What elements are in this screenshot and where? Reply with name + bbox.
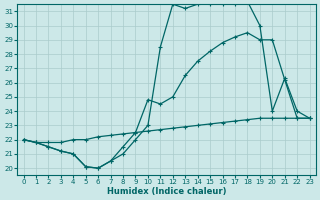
X-axis label: Humidex (Indice chaleur): Humidex (Indice chaleur) bbox=[107, 187, 226, 196]
